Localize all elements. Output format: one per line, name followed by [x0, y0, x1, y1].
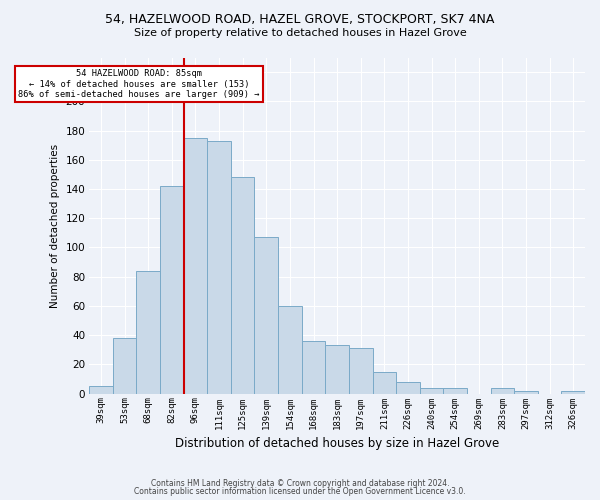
Bar — [325, 346, 349, 394]
Text: 54, HAZELWOOD ROAD, HAZEL GROVE, STOCKPORT, SK7 4NA: 54, HAZELWOOD ROAD, HAZEL GROVE, STOCKPO… — [106, 12, 494, 26]
X-axis label: Distribution of detached houses by size in Hazel Grove: Distribution of detached houses by size … — [175, 437, 499, 450]
Bar — [231, 178, 254, 394]
Text: Size of property relative to detached houses in Hazel Grove: Size of property relative to detached ho… — [134, 28, 466, 38]
Text: 54 HAZELWOOD ROAD: 85sqm
← 14% of detached houses are smaller (153)
86% of semi-: 54 HAZELWOOD ROAD: 85sqm ← 14% of detach… — [18, 69, 260, 99]
Bar — [396, 382, 420, 394]
Bar — [160, 186, 184, 394]
Bar — [420, 388, 443, 394]
Bar — [207, 141, 231, 394]
Bar — [349, 348, 373, 394]
Bar — [443, 388, 467, 394]
Bar — [136, 271, 160, 394]
Y-axis label: Number of detached properties: Number of detached properties — [50, 144, 60, 308]
Text: Contains public sector information licensed under the Open Government Licence v3: Contains public sector information licen… — [134, 487, 466, 496]
Bar — [254, 238, 278, 394]
Text: Contains HM Land Registry data © Crown copyright and database right 2024.: Contains HM Land Registry data © Crown c… — [151, 478, 449, 488]
Bar — [184, 138, 207, 394]
Bar — [278, 306, 302, 394]
Bar — [514, 390, 538, 394]
Bar — [562, 390, 585, 394]
Bar — [373, 372, 396, 394]
Bar — [302, 341, 325, 394]
Bar — [491, 388, 514, 394]
Bar — [89, 386, 113, 394]
Bar — [113, 338, 136, 394]
